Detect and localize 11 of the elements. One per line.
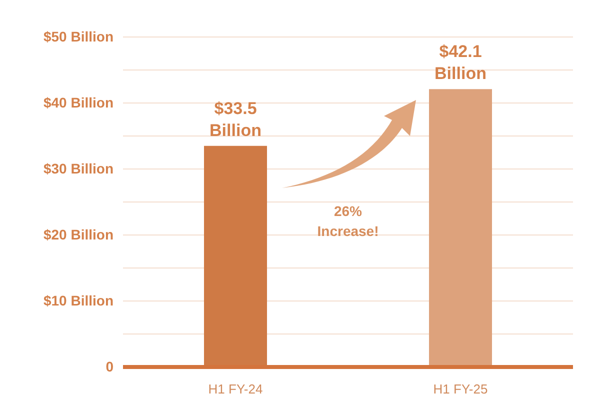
data-label: $33.5 Billion	[210, 98, 262, 140]
y-tick-label: $30 Billion	[43, 160, 114, 176]
y-tick-label: $20 Billion	[43, 226, 114, 242]
y-tick-label: $40 Billion	[43, 94, 114, 110]
annotation: 26% Increase!	[317, 202, 379, 239]
y-tick-label: $10 Billion	[43, 292, 114, 308]
x-tick-label: H1 FY-25	[433, 382, 488, 396]
y-tick-label: $50 Billion	[43, 28, 114, 44]
x-tick-label: H1 FY-24	[208, 382, 263, 396]
data-label: $42.1 Billion	[434, 42, 486, 84]
y-tick-label: 0	[106, 358, 114, 374]
